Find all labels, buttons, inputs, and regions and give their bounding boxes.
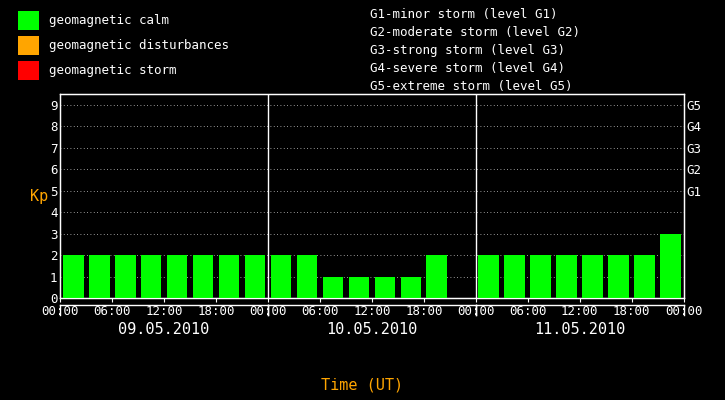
Bar — [608, 255, 629, 298]
FancyBboxPatch shape — [17, 36, 39, 55]
Bar — [375, 276, 395, 298]
FancyBboxPatch shape — [17, 11, 39, 30]
Bar — [582, 255, 603, 298]
Bar — [244, 255, 265, 298]
Bar — [660, 234, 681, 298]
Text: geomagnetic storm: geomagnetic storm — [49, 64, 176, 77]
Bar — [505, 255, 525, 298]
Bar — [88, 255, 109, 298]
Bar — [270, 255, 291, 298]
Bar — [63, 255, 83, 298]
Bar — [556, 255, 577, 298]
Bar — [193, 255, 213, 298]
Bar — [478, 255, 500, 298]
FancyBboxPatch shape — [17, 62, 39, 80]
Bar — [219, 255, 239, 298]
Text: 09.05.2010: 09.05.2010 — [118, 322, 210, 337]
Text: geomagnetic calm: geomagnetic calm — [49, 14, 169, 27]
Bar — [426, 255, 447, 298]
Text: G5-extreme storm (level G5): G5-extreme storm (level G5) — [370, 80, 572, 93]
Bar — [323, 276, 344, 298]
Text: 11.05.2010: 11.05.2010 — [534, 322, 626, 337]
Bar — [531, 255, 551, 298]
Bar — [634, 255, 655, 298]
Bar — [297, 255, 318, 298]
Text: geomagnetic disturbances: geomagnetic disturbances — [49, 39, 229, 52]
Bar — [141, 255, 162, 298]
Text: G3-strong storm (level G3): G3-strong storm (level G3) — [370, 44, 565, 57]
Bar — [115, 255, 136, 298]
Text: 10.05.2010: 10.05.2010 — [326, 322, 418, 337]
Text: Time (UT): Time (UT) — [321, 377, 404, 392]
Bar — [349, 276, 369, 298]
Bar — [167, 255, 188, 298]
Text: G2-moderate storm (level G2): G2-moderate storm (level G2) — [370, 26, 580, 39]
Text: G1-minor storm (level G1): G1-minor storm (level G1) — [370, 8, 558, 21]
Text: G4-severe storm (level G4): G4-severe storm (level G4) — [370, 62, 565, 75]
Y-axis label: Kp: Kp — [30, 188, 48, 204]
Bar — [400, 276, 421, 298]
